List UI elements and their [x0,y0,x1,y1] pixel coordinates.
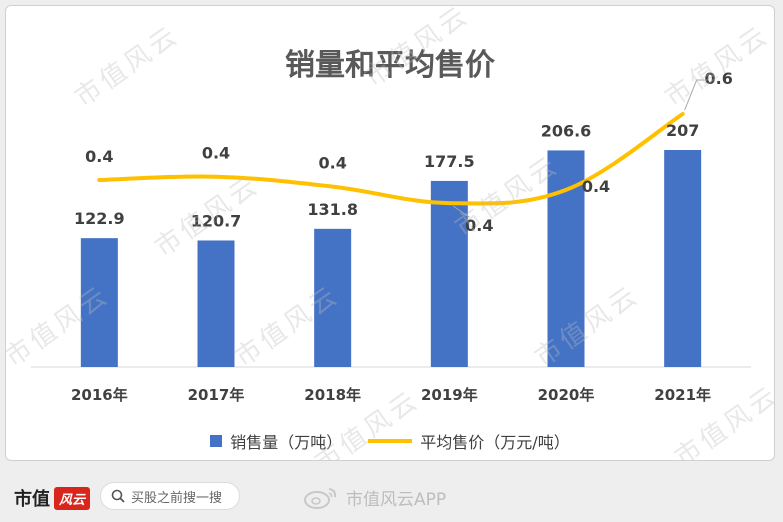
x-tick-label: 2018年 [304,386,361,404]
line-value-label: 0.6 [704,69,732,88]
bar-2016年 [80,238,118,367]
legend-label-price: 平均售价（万元/吨） [420,433,570,452]
bar-value-label: 206.6 [541,121,592,140]
bar-value-label: 122.9 [74,209,125,228]
x-tick-label: 2019年 [421,386,478,404]
bar-2021年 [664,150,702,367]
bar-2019年 [430,180,468,367]
legend-swatch-bar [210,435,223,447]
search-box[interactable]: 买股之前搜一搜 [100,482,240,510]
legend-swatch-line [368,439,413,443]
footer-bar: 市值 风云 买股之前搜一搜 市值风云APP [0,466,783,522]
legend-item-sales: 销售量（万吨） [210,429,342,453]
bar-value-label: 131.8 [307,200,358,219]
line-value-label: 0.4 [465,216,493,235]
bar-value-label: 120.7 [191,211,242,230]
bar-2018年 [314,228,352,367]
logo-text: 市值 [14,489,50,510]
x-tick-label: 2021年 [654,386,711,404]
legend-item-price: 平均售价（万元/吨） [368,429,570,453]
search-placeholder: 买股之前搜一搜 [131,490,223,506]
chart-legend: 销售量（万吨） 平均售价（万元/吨） [6,429,774,453]
weibo-icon [304,488,337,509]
line-value-label: 0.4 [318,154,346,173]
chart-card: 销量和平均售价 122.9 120.7 131.8 177.5 206.6 207 0.4 0… [5,5,775,461]
chart-title: 销量和平均售价 [285,48,495,83]
weibo-handle: 市值风云APP [302,484,446,510]
logo-mark: 风云 [54,486,91,510]
chart-plot: 122.9 120.7 131.8 177.5 206.6 207 0.4 0.4 0.4 0.4… [31,69,751,404]
price-line [97,112,685,206]
bar-value-label: 207 [666,121,699,140]
line-value-label: 0.4 [582,177,610,196]
x-tick-label: 2017年 [188,386,245,404]
label-leader-line [684,79,705,111]
bar-2017年 [197,240,235,367]
line-value-label: 0.4 [202,144,230,163]
search-icon [111,489,125,503]
label-leader-line [453,205,470,218]
weibo-handle-text: 市值风云APP [346,489,447,510]
brand-logo[interactable]: 市值 风云 [14,485,91,511]
line-value-label: 0.4 [85,147,113,166]
x-tick-label: 2016年 [71,386,128,404]
bar-value-label: 177.5 [424,152,475,171]
legend-label-sales: 销售量（万吨） [230,433,343,452]
x-tick-label: 2020年 [538,386,595,404]
